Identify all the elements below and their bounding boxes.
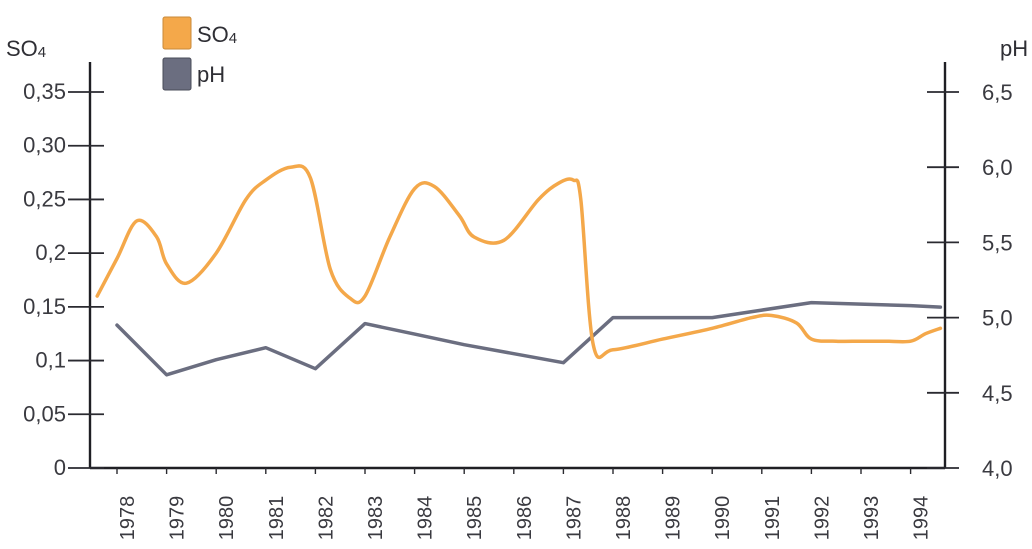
- left-tick-label: 0,35: [23, 79, 66, 104]
- x-tick-label: 1985: [464, 496, 486, 541]
- x-tick-label: 1983: [365, 496, 387, 541]
- left-tick-label: 0,1: [35, 348, 66, 373]
- legend-item-so4: SO4: [162, 16, 237, 50]
- x-tick-label: 1991: [762, 496, 784, 541]
- legend-item-ph: pH: [162, 57, 225, 91]
- x-tick-label: 1988: [613, 496, 635, 541]
- x-tick-label: 1993: [861, 496, 883, 541]
- so4-series-line: [95, 164, 943, 360]
- left-tick-label: 0: [54, 455, 66, 480]
- x-tick-label: 1987: [563, 496, 585, 541]
- right-tick-label: 5,0: [982, 306, 1013, 331]
- left-tick-label: 0,2: [35, 240, 66, 265]
- right-tick-label: 6,5: [982, 80, 1013, 105]
- x-tick-label: 1992: [811, 496, 833, 541]
- x-tick-label: 1978: [117, 496, 139, 541]
- x-tick-label: 1989: [663, 496, 685, 541]
- left-tick-label: 0,15: [23, 294, 66, 319]
- x-tick-label: 1990: [712, 496, 734, 541]
- x-tick-label: 1984: [415, 496, 437, 541]
- left-tick-label: 0,05: [23, 401, 66, 426]
- x-tick-label: 1994: [911, 496, 933, 541]
- ph-legend-swatch: [162, 57, 192, 91]
- left-tick-group: 0 0,05 0,1 0,15 0,2 0,25 0,30 0,35: [23, 79, 104, 480]
- x-tick-group: 1978 1979 1980 1981 1982 1983 1984 1985 1986 1987…: [116, 468, 933, 541]
- right-tick-label: 4,0: [982, 456, 1013, 481]
- legend: SO4 pH: [162, 16, 237, 91]
- x-tick-label: 1981: [266, 496, 288, 541]
- x-tick-label: 1979: [167, 496, 189, 541]
- right-tick-group: 4,0 4,5 5,0 5,5 6,0 6,5: [927, 80, 1013, 481]
- x-tick-label: 1980: [216, 496, 238, 541]
- right-tick-label: 4,5: [982, 381, 1013, 406]
- right-tick-label: 5,5: [982, 230, 1013, 255]
- ph-legend-label: pH: [197, 62, 225, 87]
- right-tick-label: 6,0: [982, 155, 1013, 180]
- ph-series-line: [115, 300, 943, 377]
- left-axis-title: SO4: [6, 36, 46, 61]
- so4-legend-swatch: [162, 16, 192, 50]
- right-axis-title: pH: [1000, 36, 1028, 61]
- left-tick-label: 0,25: [23, 186, 66, 211]
- x-tick-label: 1986: [514, 496, 536, 541]
- left-tick-label: 0,30: [23, 133, 66, 158]
- x-tick-label: 1982: [315, 496, 337, 541]
- so4-legend-label: SO4: [197, 22, 237, 47]
